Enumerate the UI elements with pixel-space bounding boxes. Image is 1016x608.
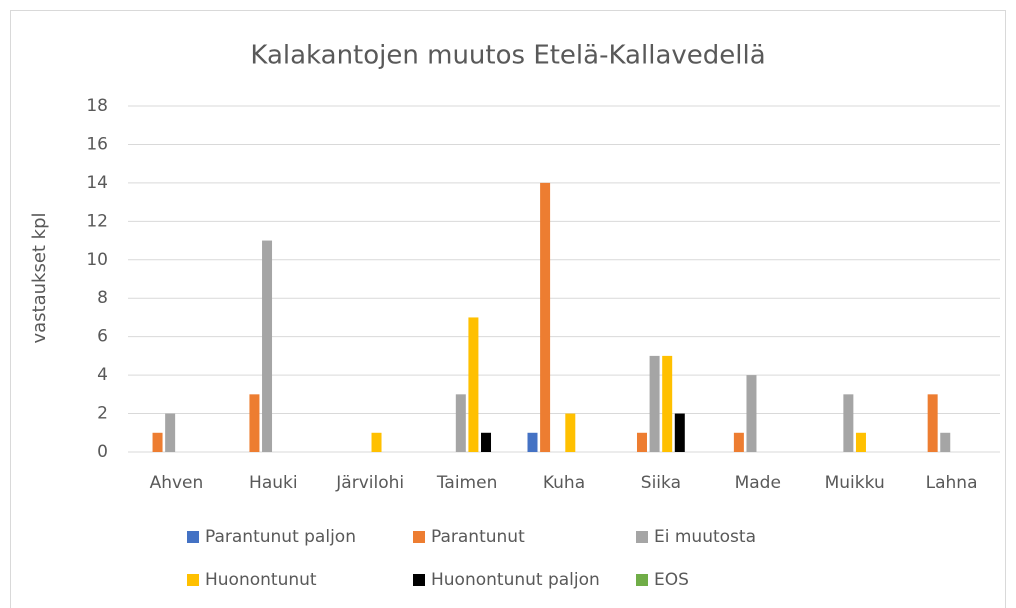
bar xyxy=(455,394,466,452)
legend-label: Huonontunut xyxy=(205,570,317,590)
x-tick-label: Järvilohi xyxy=(335,473,404,493)
legend-label: EOS xyxy=(654,570,689,590)
y-tick-label: 4 xyxy=(97,365,108,385)
bar xyxy=(662,355,673,452)
bar xyxy=(540,182,551,452)
x-tick-label: Kuha xyxy=(543,473,585,493)
y-tick-label: 14 xyxy=(86,173,108,193)
y-axis-label: vastaukset kpl xyxy=(29,212,50,343)
bar xyxy=(481,432,492,452)
chart-border xyxy=(10,10,1006,608)
bar xyxy=(371,432,382,452)
bar xyxy=(262,240,273,452)
legend-swatch xyxy=(187,531,199,543)
x-tick-label: Ahven xyxy=(150,473,204,493)
bar xyxy=(468,317,479,452)
legend-swatch xyxy=(187,574,199,586)
y-tick-label: 10 xyxy=(86,250,108,270)
y-tick-label: 18 xyxy=(86,96,108,116)
x-tick-label: Muikku xyxy=(825,473,885,493)
bar xyxy=(152,432,163,452)
legend-swatch xyxy=(636,574,648,586)
chart-title: Kalakantojen muutos Etelä-Kallavedellä xyxy=(250,41,765,71)
bar xyxy=(733,432,744,452)
bar xyxy=(746,375,757,452)
legend-label: Ei muutosta xyxy=(654,527,756,547)
bar xyxy=(249,394,260,452)
y-tick-label: 0 xyxy=(97,442,108,462)
legend-swatch xyxy=(413,531,425,543)
legend-swatch xyxy=(413,574,425,586)
y-tick-label: 16 xyxy=(86,134,108,154)
bar xyxy=(165,413,176,452)
legend-label: Huonontunut paljon xyxy=(431,570,600,590)
x-tick-label: Hauki xyxy=(249,473,298,493)
bar xyxy=(649,355,660,452)
legend-swatch xyxy=(636,531,648,543)
y-tick-label: 12 xyxy=(86,211,108,231)
bar xyxy=(636,432,647,452)
x-tick-label: Made xyxy=(735,473,781,493)
bar xyxy=(674,413,685,452)
bar xyxy=(855,432,866,452)
bar xyxy=(927,394,938,452)
y-tick-label: 2 xyxy=(97,404,108,424)
y-tick-label: 6 xyxy=(97,327,108,347)
x-tick-label: Taimen xyxy=(436,473,498,493)
y-tick-label: 8 xyxy=(97,288,108,308)
x-tick-label: Lahna xyxy=(926,473,978,493)
bar xyxy=(527,432,538,452)
bar xyxy=(940,432,951,452)
x-tick-label: Siika xyxy=(641,473,681,493)
legend-label: Parantunut paljon xyxy=(205,527,356,547)
bar xyxy=(843,394,854,452)
legend-label: Parantunut xyxy=(431,527,525,547)
bar xyxy=(565,413,576,452)
